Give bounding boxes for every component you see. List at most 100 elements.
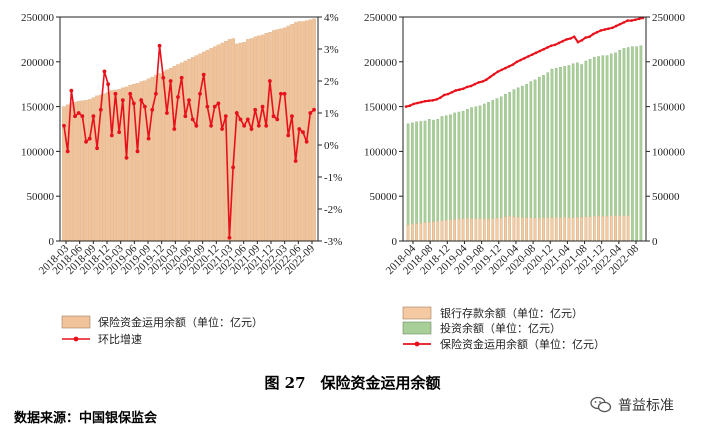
fund-balance-bar — [87, 99, 92, 242]
bank-deposit-bar — [588, 216, 592, 242]
bank-deposit-bar — [597, 215, 600, 242]
growth-point — [120, 98, 125, 103]
bank-deposit-bar — [440, 220, 444, 242]
growth-point — [146, 136, 151, 141]
growth-point — [87, 136, 92, 141]
fund-balance-bar — [282, 27, 287, 242]
fund-balance-bar — [194, 55, 199, 242]
growth-point — [135, 149, 140, 154]
fund-balance-point — [553, 43, 557, 47]
fund-balance-point — [427, 99, 431, 103]
growth-point — [165, 111, 169, 115]
growth-point — [98, 107, 103, 112]
investment-bar — [614, 52, 617, 242]
legend-label-bank-deposit: 银行存款余额（单位：亿元） — [440, 306, 583, 320]
fund-balance-point — [622, 21, 626, 24]
fund-balance-bar — [246, 39, 250, 242]
growth-point — [117, 130, 122, 135]
left-axis-tick-label: 50000 — [370, 191, 398, 203]
fund-balance-bar — [95, 95, 99, 242]
growth-point — [279, 91, 283, 96]
growth-point — [62, 123, 66, 128]
investment-bar — [567, 65, 571, 242]
investment-bar — [588, 58, 592, 242]
bank-deposit-bar — [444, 220, 448, 242]
bank-deposit-bar — [457, 218, 461, 242]
bank-deposit-bar — [614, 215, 617, 242]
growth-point — [84, 139, 88, 144]
fund-balance-point — [569, 37, 572, 40]
investment-bar — [537, 76, 541, 242]
fund-balance-bar — [216, 44, 221, 242]
fund-balance-bar — [238, 42, 243, 242]
watermark: 普益标准 — [590, 395, 674, 415]
fund-balance-bar — [135, 83, 140, 242]
bank-deposit-bar — [411, 223, 414, 242]
growth-point — [154, 91, 158, 96]
growth-point — [234, 111, 239, 115]
bank-deposit-bar — [482, 218, 486, 242]
fund-balance-point — [446, 92, 450, 96]
investment-bar — [559, 67, 562, 242]
wechat-icon — [590, 396, 612, 413]
bank-deposit-bar — [432, 221, 435, 242]
fund-balance-point — [576, 40, 580, 44]
investment-bar — [631, 46, 634, 242]
data-source-note: 数据来源：中国银保监会 — [14, 411, 158, 426]
investment-bar — [626, 47, 630, 242]
fund-balance-point — [538, 49, 542, 53]
fund-balance-point — [530, 53, 534, 56]
fund-balance-point — [423, 99, 427, 103]
fund-balance-point — [477, 81, 480, 84]
fund-balance-bar — [183, 60, 188, 242]
bank-deposit-bar — [504, 216, 507, 242]
fund-balance-point — [450, 90, 454, 94]
growth-point — [282, 91, 287, 96]
fund-balance-point — [603, 28, 607, 31]
fund-balance-point — [527, 55, 530, 58]
fund-balance-bar — [172, 66, 177, 242]
bank-deposit-bar — [593, 216, 596, 242]
growth-point — [205, 104, 210, 109]
growth-point — [109, 133, 114, 138]
legend-marker-fund-balance-line — [414, 341, 420, 347]
fund-balance-point — [618, 22, 622, 26]
fund-balance-bar — [124, 86, 129, 242]
investment-bar — [601, 55, 605, 242]
investment-bar — [533, 79, 537, 242]
right-axis-tick-label: -3% — [324, 236, 342, 248]
fund-balance-point — [465, 85, 469, 89]
growth-point — [142, 104, 147, 109]
fund-balance-bar — [198, 53, 202, 242]
bank-deposit-bar — [584, 216, 588, 242]
bank-deposit-bar — [533, 218, 537, 242]
fund-balance-point — [584, 36, 587, 39]
right-chart-legend: 银行存款余额（单位：亿元） 投资余额（单位：亿元） 保险资金运用余额（单位：亿元… — [402, 306, 605, 351]
legend-label-growth: 环比增速 — [98, 332, 142, 346]
fund-balance-point — [511, 63, 515, 66]
fund-balance-point — [507, 64, 511, 68]
fund-balance-point — [454, 89, 457, 92]
growth-point — [139, 98, 144, 103]
fund-balance-bar — [106, 92, 110, 242]
investment-bar — [419, 121, 423, 242]
bank-deposit-bar — [605, 216, 609, 242]
fund-balance-point — [435, 98, 438, 101]
fund-balance-bar — [76, 101, 81, 242]
growth-point — [227, 235, 232, 240]
fund-balance-point — [611, 26, 614, 30]
investment-bar — [597, 56, 600, 242]
growth-point — [187, 98, 191, 103]
left-axis-tick-label: 250000 — [364, 12, 398, 24]
left-axis-tick-label: 250000 — [21, 12, 55, 24]
fund-balance-point — [630, 19, 633, 22]
fund-balance-bar — [220, 42, 224, 242]
fund-balance-point — [431, 99, 435, 102]
fund-balance-bar — [146, 78, 151, 242]
fund-balance-point — [523, 56, 526, 60]
growth-point — [91, 114, 96, 119]
fund-balance-point — [484, 78, 488, 82]
fund-balance-bar — [268, 32, 272, 242]
bank-deposit-bar — [419, 223, 423, 242]
fund-balance-point — [488, 75, 492, 79]
